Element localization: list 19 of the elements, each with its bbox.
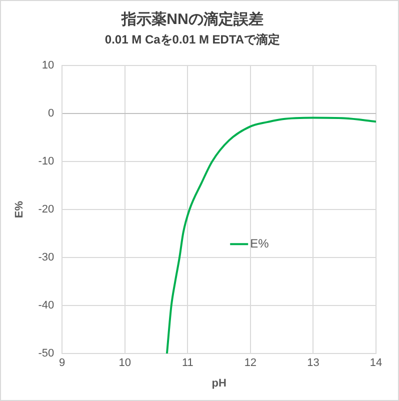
y-tick-label: -50 bbox=[38, 348, 54, 360]
x-tick-label: 11 bbox=[182, 357, 194, 370]
y-tick-label: -30 bbox=[38, 252, 54, 264]
y-tick-label: 0 bbox=[48, 107, 54, 120]
x-tick-label: 9 bbox=[59, 357, 66, 370]
y-tick-label: -40 bbox=[38, 300, 54, 312]
y-tick-label: 10 bbox=[42, 59, 54, 72]
legend-label: E% bbox=[250, 236, 270, 250]
x-tick-label: 13 bbox=[307, 357, 320, 370]
x-tick-label: 14 bbox=[370, 357, 382, 370]
x-axis-title: pH bbox=[212, 377, 226, 390]
chart-title: 指示薬NNの滴定誤差 bbox=[120, 10, 264, 28]
x-tick-label: 10 bbox=[118, 357, 132, 370]
y-axis-title: E% bbox=[14, 200, 26, 218]
line-series bbox=[166, 116, 376, 354]
y-tick-label: -20 bbox=[38, 204, 54, 216]
chart-subtitle: 0.01 M Caを0.01 M EDTAで滴定 bbox=[104, 32, 280, 47]
y-tick-label: -10 bbox=[38, 156, 54, 168]
x-tick-label: 12 bbox=[244, 357, 257, 370]
